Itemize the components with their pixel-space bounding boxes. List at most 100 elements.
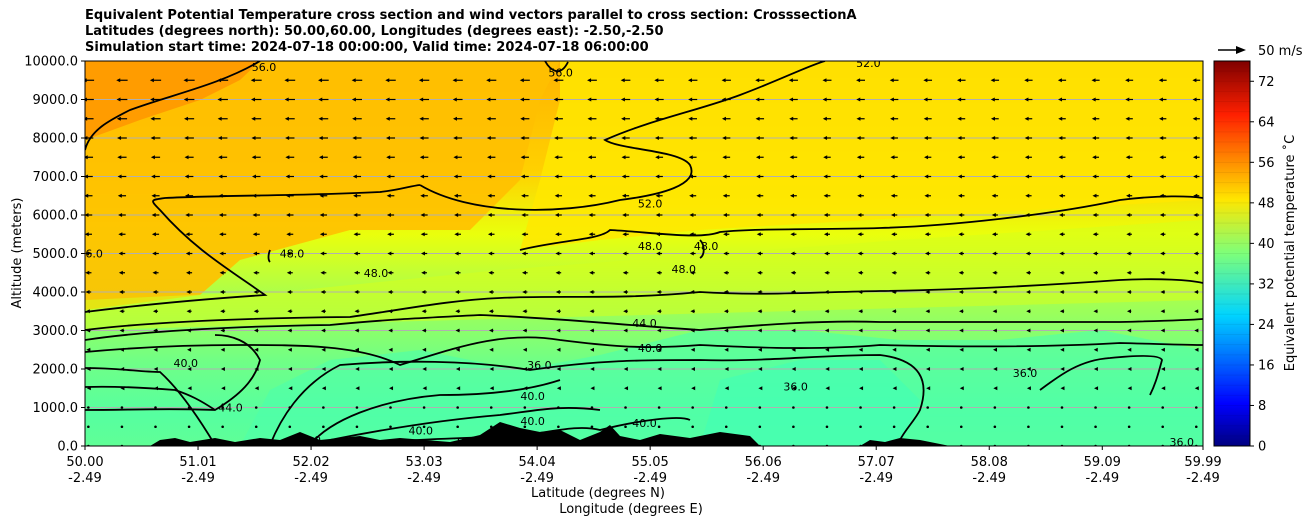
wind-vector [487,213,495,217]
wind-vector [656,328,662,333]
wind-vector [958,251,964,256]
wind-vector [319,213,328,217]
wind-vector [152,290,159,294]
wind-vector [924,213,931,217]
wind-vector [251,136,261,140]
wind-vector [219,232,227,237]
wind-vector [456,406,459,409]
wind-vector [1127,367,1132,371]
contour-44-left [85,334,261,411]
wind-vector [1060,406,1064,409]
wind-vector [150,97,161,102]
wind-vector [87,425,90,429]
wind-vector [1125,174,1133,179]
wind-vector [856,97,865,102]
contour-label: 52.0 [638,197,663,210]
wind-vector [187,347,192,352]
wind-vector [1093,347,1098,352]
colorbar-label: Equivalent potential temperature ˚C [1282,135,1298,371]
wind-vector [790,232,797,237]
wind-vector [959,328,964,333]
wind-vector [1094,425,1097,429]
wind-vector [221,425,224,429]
wind-vector [825,367,830,371]
wind-vector [85,290,92,294]
wind-vector [654,136,664,140]
wind-vector [1092,251,1099,256]
wind-vector [321,347,326,352]
x-axis: 50.00-2.4951.01-2.4952.02-2.4953.03-2.49… [66,446,1222,486]
wind-vector [286,270,293,275]
wind-vector [286,232,294,237]
wind-vectors [85,78,1201,446]
wind-vector [85,213,93,217]
wind-vector [386,155,395,160]
wind-vector [722,174,730,179]
wind-vector [1027,406,1030,409]
wind-vector [1060,347,1065,352]
wind-vector [654,97,664,102]
wind-vector [418,78,430,83]
wind-vector [1194,309,1199,314]
wind-vector [824,251,830,256]
wind-vector [1126,213,1133,217]
wind-vector [520,136,530,140]
wind-vector [1158,97,1167,102]
wind-vector [789,193,797,198]
wind-vector [453,174,462,179]
wind-vector [285,193,294,198]
contour-label: 36.0 [527,359,552,372]
wind-vector [856,136,865,140]
wind-vector [691,406,694,409]
contour-36-a [85,385,216,411]
wind-vector [858,328,863,333]
wind-vector [724,386,729,391]
wind-vector [721,78,731,83]
y-grid-lines [85,61,1203,446]
contour-52-top [419,61,826,211]
wind-vector [1194,386,1199,391]
wind-vector [152,309,159,314]
wind-vector [958,193,965,198]
wind-vector [389,425,392,429]
colorbar-bands [1214,70,1250,447]
wind-vector [353,193,361,198]
wind-vector [858,347,863,352]
wind-vector [117,193,127,198]
wind-vector [385,116,396,121]
wind-vector [926,386,931,391]
wind-vector [589,270,595,275]
wind-vector [1127,347,1132,352]
wind-vector [186,290,192,294]
wind-vector [688,174,697,179]
wind-vector [318,97,329,102]
x-tick-label-lon: -2.49 [972,471,1006,486]
wind-vector [1159,116,1167,121]
x-tick-label-lat: 57.07 [858,455,895,470]
wind-vector [957,136,966,140]
x-tick-label-lat: 58.08 [971,455,1008,470]
wind-vector [388,367,393,371]
contour-label: 36.0 [783,380,808,393]
wind-vector [1059,309,1065,314]
wind-vector [992,251,998,256]
wind-vector [120,425,124,429]
wind-vector [1126,251,1132,256]
quiver-key-label: 50 m/s [1258,44,1303,59]
wind-vector [991,136,999,140]
wind-vector [824,270,830,275]
wind-vector [322,406,325,409]
wind-vector [654,78,664,83]
wind-vector [691,386,696,391]
wind-vector [389,406,392,409]
wind-vector [119,290,125,294]
y-axis-label: Altitude (meters) [10,198,25,309]
wind-vector [354,270,360,275]
wind-vector [992,328,997,333]
wind-vector [623,367,628,371]
wind-vector [621,174,630,179]
wind-vector [688,116,698,121]
wind-vector [184,155,194,160]
wind-vector [789,136,798,140]
wind-vector [892,425,896,429]
